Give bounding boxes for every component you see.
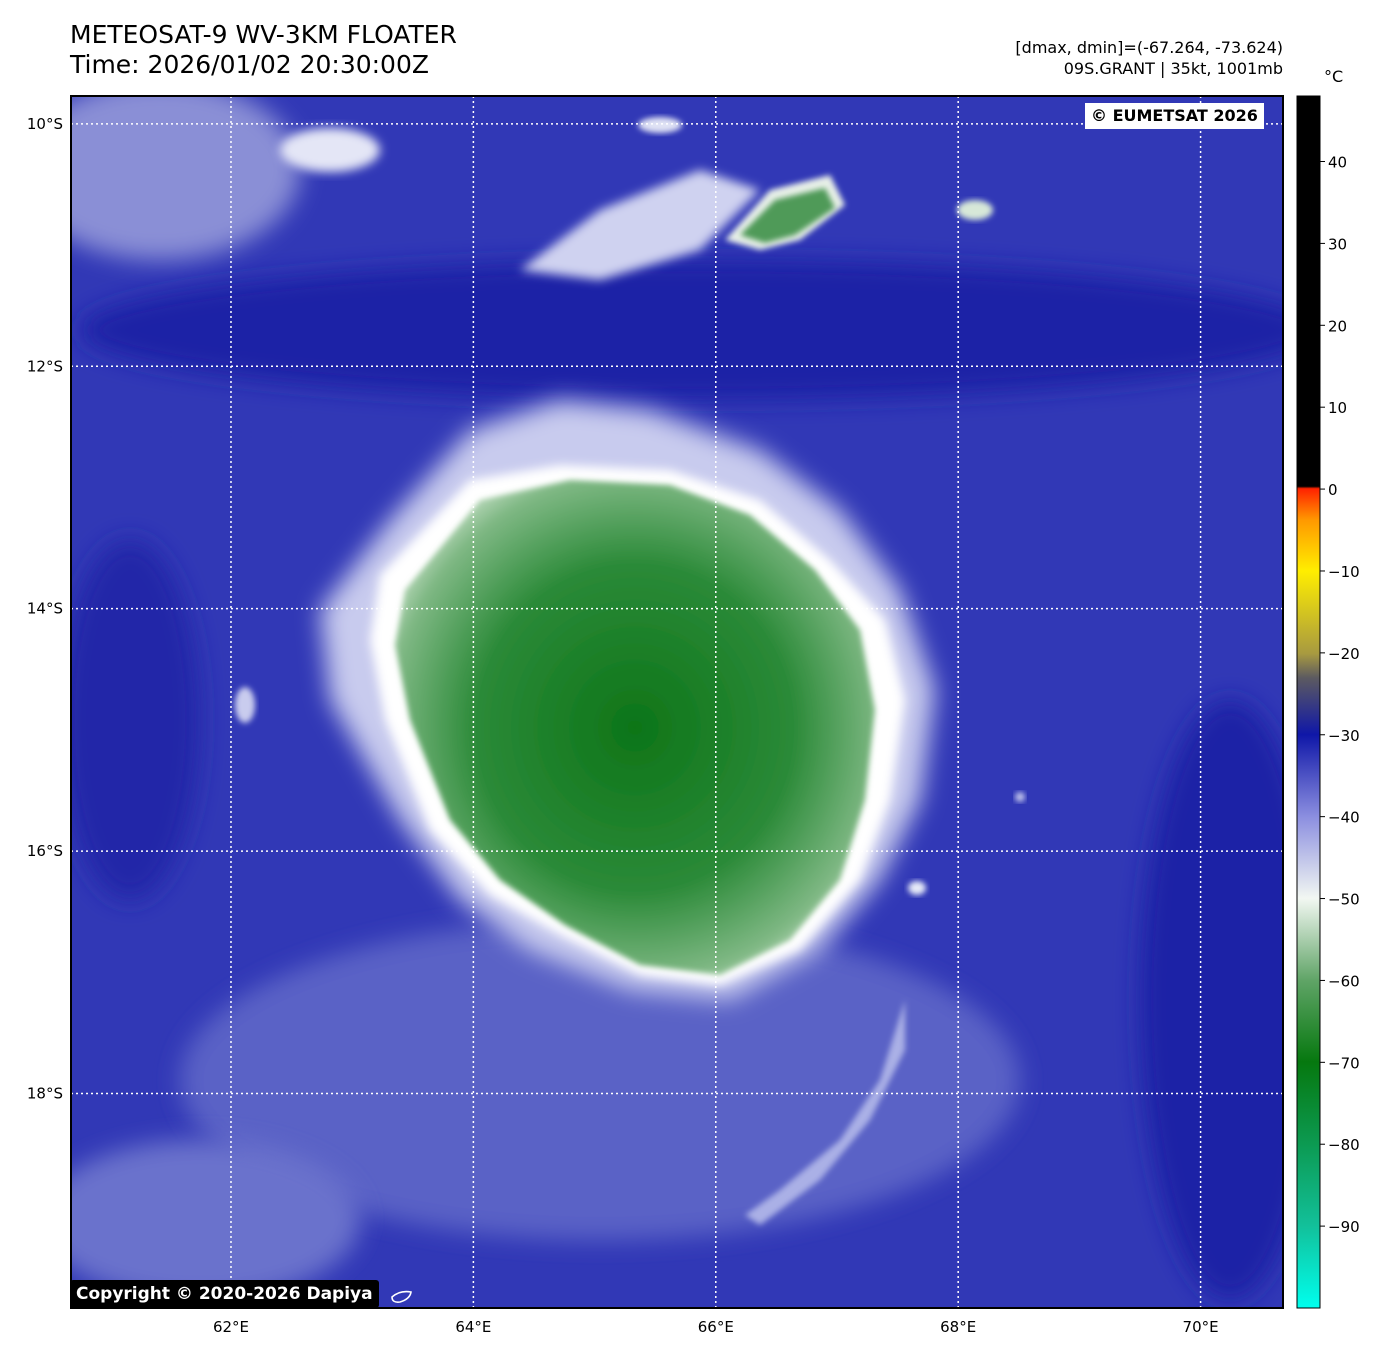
colorbar-tick-label: 30 bbox=[1328, 235, 1347, 253]
map-frame bbox=[70, 95, 1284, 1309]
lon-tick-label: 66°E bbox=[698, 1318, 734, 1336]
axis-labels: 62°E 64°E 66°E 68°E 70°E 10°S 12°S 14°S 16°S 18°S bbox=[27, 115, 1219, 1336]
colorbar-tick-label: 20 bbox=[1328, 317, 1347, 335]
colorbar-tick-label: −50 bbox=[1328, 891, 1360, 909]
colorbar-tick-label: −60 bbox=[1328, 972, 1360, 990]
map-title: METEOSAT-9 WV-3KM FLOATER bbox=[70, 20, 457, 49]
lat-tick-label: 18°S bbox=[27, 1084, 63, 1102]
dapiya-logo-icon bbox=[391, 1290, 412, 1303]
colorbar-tick-label: −30 bbox=[1328, 727, 1360, 745]
colorbar-tick-label: −70 bbox=[1328, 1054, 1360, 1072]
lon-tick-label: 68°E bbox=[940, 1318, 976, 1336]
colorbar-ramp bbox=[1296, 95, 1321, 1309]
colorbar-tick-label: 0 bbox=[1328, 481, 1338, 499]
storm-info: 09S.GRANT | 35kt, 1001mb bbox=[1063, 59, 1283, 78]
colorbar-unit: °C bbox=[1324, 67, 1344, 86]
lat-tick-label: 14°S bbox=[27, 600, 63, 618]
colorbar-tick-label: −10 bbox=[1328, 563, 1360, 581]
graticule bbox=[71, 96, 1283, 1308]
dapiya-copyright: Copyright © 2020-2026 Dapiya bbox=[70, 1280, 379, 1308]
lon-tick-label: 62°E bbox=[213, 1318, 249, 1336]
lon-tick-label: 70°E bbox=[1183, 1318, 1219, 1336]
lon-tick-label: 64°E bbox=[455, 1318, 491, 1336]
colorbar-tick-label: 10 bbox=[1328, 399, 1347, 417]
dmax-dmin-readout: [dmax, dmin]=(-67.264, -73.624) bbox=[1015, 38, 1283, 57]
colorbar: 40 30 20 10 0 −10 −20 −30 −40 −50 −60 −70 −80 −90 bbox=[1296, 95, 1360, 1309]
colorbar-tick-label: 40 bbox=[1328, 154, 1347, 172]
map-time: Time: 2026/01/02 20:30:00Z bbox=[70, 50, 429, 79]
colorbar-tick-label: −20 bbox=[1328, 645, 1360, 663]
lat-tick-label: 16°S bbox=[27, 842, 63, 860]
colorbar-tick-label: −90 bbox=[1328, 1218, 1360, 1236]
lat-tick-label: 12°S bbox=[27, 357, 63, 375]
colorbar-tick-label: −40 bbox=[1328, 809, 1360, 827]
satellite-imagery bbox=[71, 96, 1283, 1308]
eumetsat-copyright: © EUMETSAT 2026 bbox=[1085, 103, 1264, 129]
colorbar-ticks: 40 30 20 10 0 −10 −20 −30 −40 −50 −60 −70 −80 −90 bbox=[1320, 154, 1360, 1236]
lat-tick-label: 10°S bbox=[27, 115, 63, 133]
colorbar-tick-label: −80 bbox=[1328, 1136, 1360, 1154]
